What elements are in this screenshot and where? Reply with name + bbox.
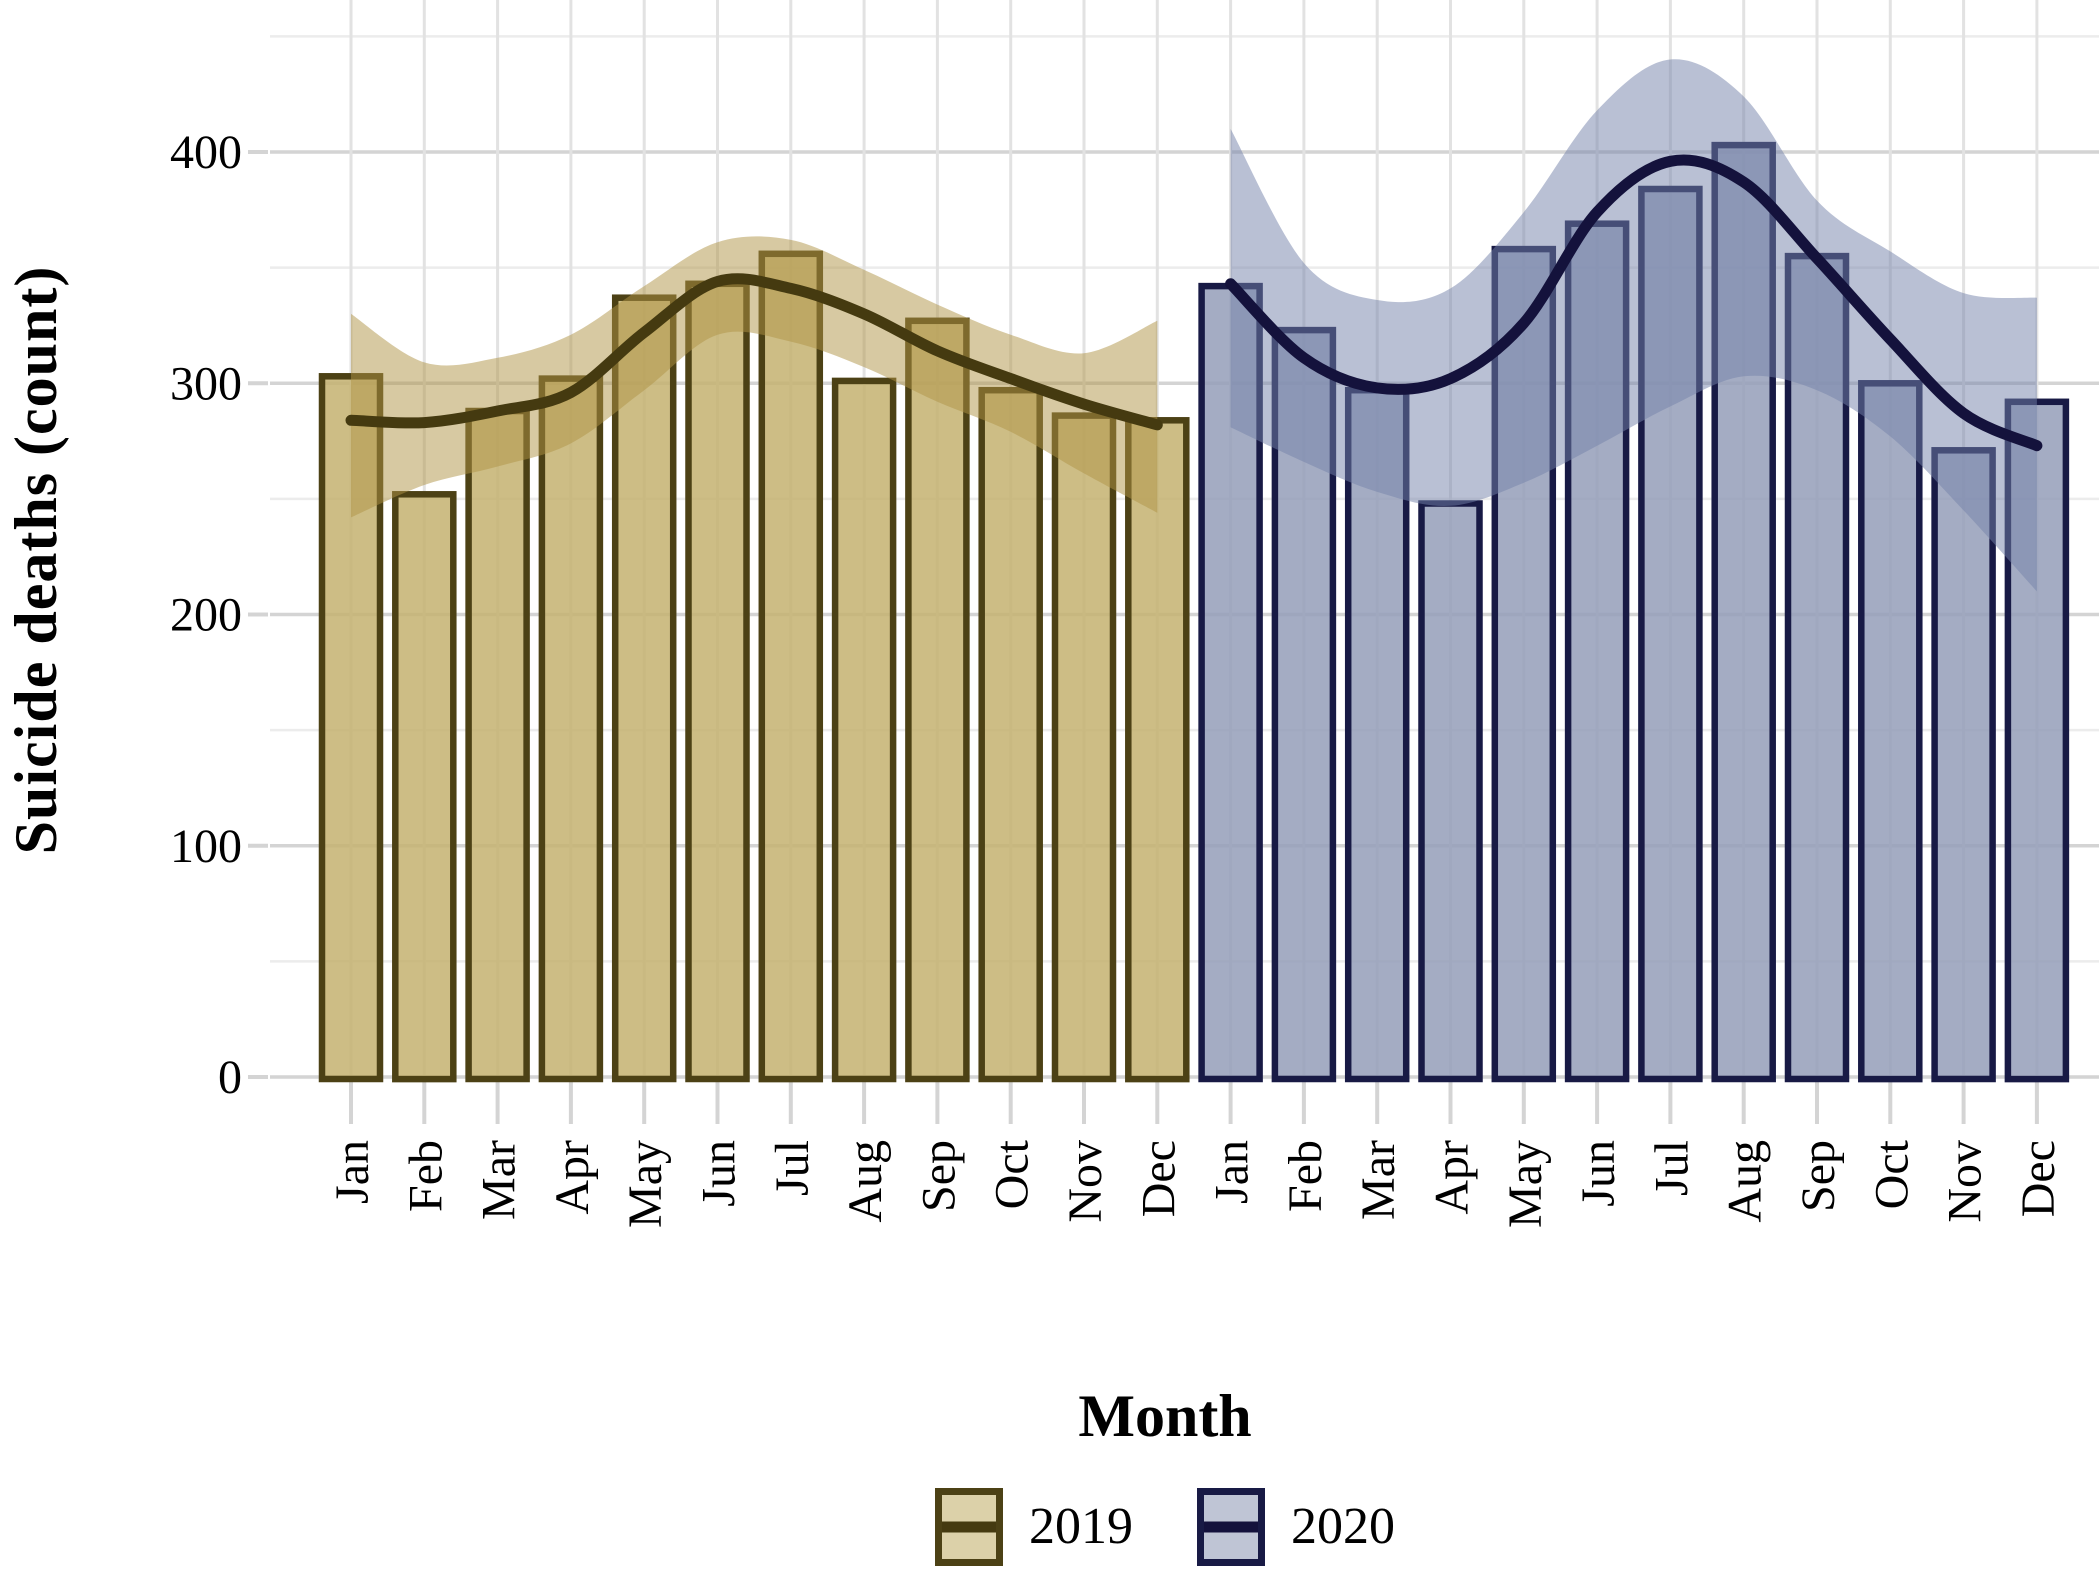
x-tick-label: Apr (546, 1140, 599, 1215)
x-tick-label: Mar (1352, 1140, 1405, 1220)
x-tick-label: Sep (1792, 1140, 1845, 1212)
x-tick-label: Jun (1572, 1140, 1625, 1207)
confidence-band-2020 (1230, 59, 2037, 592)
x-tick-label: May (619, 1140, 672, 1228)
x-tick-label: Jan (1206, 1140, 1259, 1204)
x-axis-title: Month (1078, 1383, 1252, 1449)
y-tick-label: 200 (170, 589, 242, 642)
x-tick-label: Feb (399, 1140, 452, 1212)
x-tick-label: Oct (1865, 1139, 1918, 1209)
x-tick-label: Dec (1132, 1140, 1185, 1217)
x-tick-label: Jun (693, 1140, 746, 1207)
bar-2019-may (611, 294, 677, 1083)
legend-key-2020-swatch-icon (1197, 1488, 1265, 1566)
bar-2020-nov (1931, 447, 1996, 1083)
x-tick-label: Dec (2012, 1140, 2065, 1217)
x-tick-label: Aug (839, 1140, 892, 1223)
legend-item-2019: 2019 (935, 1488, 1133, 1566)
x-tick-label: Feb (1279, 1140, 1332, 1212)
legend-label-2020: 2020 (1291, 1498, 1395, 1555)
bar-2019-oct (978, 386, 1043, 1083)
y-tick-label: 100 (170, 820, 242, 873)
trend-line-2020 (1225, 154, 2043, 452)
confidence-band-2019 (351, 236, 1158, 518)
y-tick-label: 400 (170, 126, 242, 179)
bar-2020-oct (1858, 380, 1923, 1083)
legend: 2019 2020 (935, 1488, 1395, 1566)
bar-2020-apr (1418, 500, 1483, 1083)
x-tick-label: Jul (1645, 1140, 1698, 1196)
legend-key-2020-line-icon (1204, 1521, 1258, 1533)
bar-2019-apr (538, 375, 604, 1083)
trend-line-2019 (345, 273, 1163, 431)
bar-2019-dec (1125, 417, 1190, 1083)
bar-2020-mar (1344, 386, 1410, 1083)
bar-2019-sep (905, 317, 970, 1083)
bar-2019-nov (1051, 412, 1117, 1083)
legend-label-2019: 2019 (1029, 1498, 1133, 1555)
bar-2019-feb (392, 491, 457, 1083)
x-tick-label: Apr (1426, 1140, 1479, 1215)
y-axis-title: Suicide deaths (count) (3, 265, 69, 855)
legend-key-2019-line-icon (942, 1521, 996, 1533)
bar-2019-jul (758, 250, 824, 1083)
bar-2019-aug (831, 377, 897, 1083)
x-tick-label: Nov (1939, 1140, 1992, 1223)
y-tick-label: 0 (218, 1051, 242, 1104)
bar-2019-mar (465, 407, 530, 1083)
x-tick-label: Mar (473, 1140, 526, 1220)
x-tick-label: Oct (986, 1139, 1039, 1209)
x-tick-label: Jul (766, 1140, 819, 1196)
legend-key-2019-swatch-icon (935, 1488, 1003, 1566)
y-tick-label: 300 (170, 357, 242, 410)
x-tick-label: Sep (912, 1140, 965, 1212)
x-tick-label: Aug (1719, 1140, 1772, 1223)
bar-2019-jun (685, 280, 750, 1083)
legend-item-2020: 2020 (1197, 1488, 1395, 1566)
x-tick-label: Jan (326, 1140, 379, 1204)
x-tick-label: Nov (1059, 1140, 1112, 1223)
x-tick-label: May (1499, 1140, 1552, 1228)
